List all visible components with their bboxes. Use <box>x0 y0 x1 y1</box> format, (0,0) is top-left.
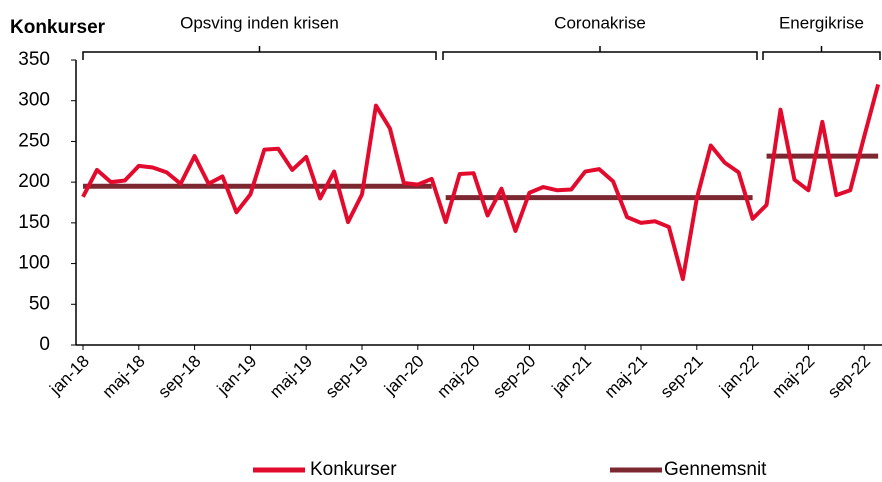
brace <box>442 46 758 60</box>
legend-label: Konkurser <box>310 459 397 480</box>
y-tick-label: 50 <box>29 293 50 314</box>
y-tick-label: 200 <box>18 171 50 192</box>
x-tick-label: jan-18 <box>45 352 93 400</box>
x-tick-label: maj-21 <box>601 352 651 402</box>
x-tick-label: maj-18 <box>99 352 149 402</box>
x-tick-label: jan-19 <box>213 352 261 400</box>
x-tick-label: sep-21 <box>657 352 707 402</box>
x-tick-label: sep-18 <box>154 352 204 402</box>
x-tick-label: sep-20 <box>489 352 539 402</box>
x-tick-label: sep-22 <box>824 352 874 402</box>
x-tick-label: maj-22 <box>768 352 818 402</box>
x-tick-label: jan-21 <box>548 352 596 400</box>
data-line <box>81 83 881 282</box>
y-tick-label: 150 <box>18 212 50 233</box>
y-tick-label: 250 <box>18 130 50 151</box>
y-tick-label: 350 <box>18 49 50 70</box>
y-axis-label: Konkurser <box>10 17 106 38</box>
x-tick-label: jan-20 <box>380 352 428 400</box>
y-tick-label: 0 <box>39 334 50 355</box>
annotation: Energikrise <box>779 13 864 32</box>
y-tick-label: 300 <box>18 90 50 111</box>
x-tick-label: sep-19 <box>322 352 372 402</box>
x-tick-label: maj-20 <box>433 352 483 402</box>
brace <box>762 46 881 60</box>
brace <box>82 46 437 60</box>
x-tick-label: jan-22 <box>715 352 763 400</box>
annotation: Coronakrise <box>554 13 646 32</box>
annotation: Opsving inden krisen <box>180 13 339 32</box>
x-tick-label: maj-19 <box>266 352 316 402</box>
y-tick-label: 100 <box>18 253 50 274</box>
legend-label: Gennemsnit <box>664 459 767 480</box>
